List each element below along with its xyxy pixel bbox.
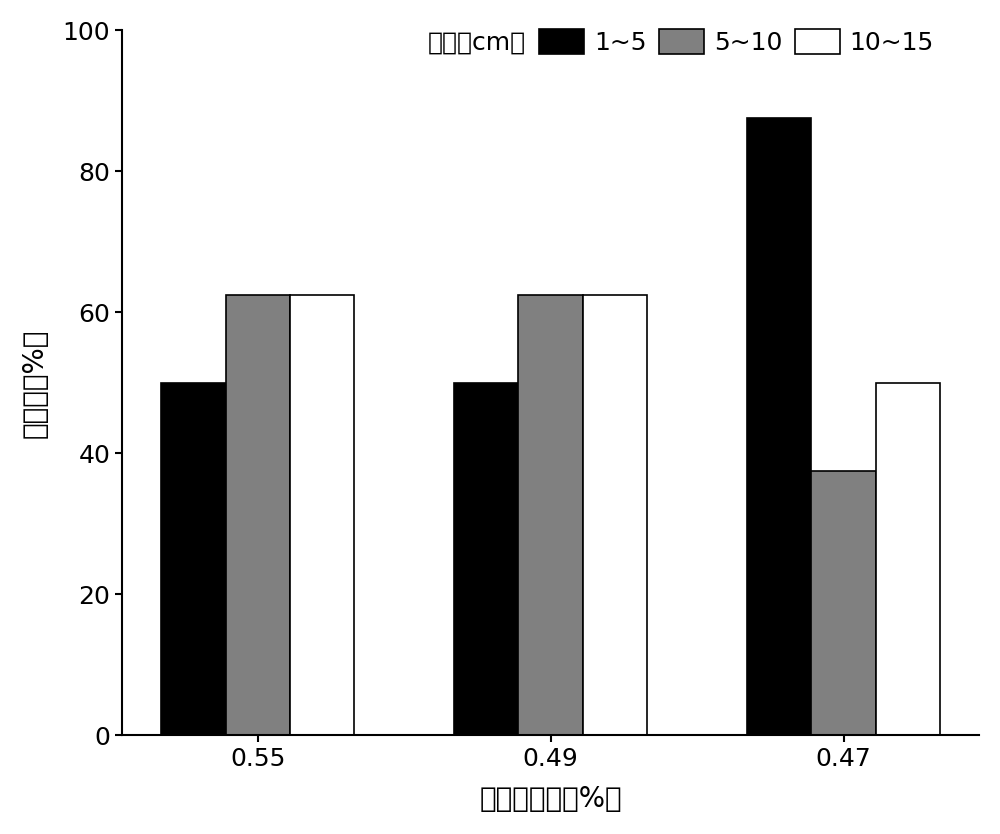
Bar	[747, 118, 811, 736]
Bar	[161, 383, 226, 736]
Bar	[583, 294, 647, 736]
X-axis label: 土壤含盐量（%）: 土壤含盐量（%）	[479, 785, 622, 813]
Bar	[811, 471, 876, 736]
Bar	[226, 294, 290, 736]
Bar	[290, 294, 354, 736]
Bar	[454, 383, 518, 736]
Y-axis label: 萩发率（%）: 萩发率（%）	[21, 329, 49, 438]
Bar	[876, 383, 940, 736]
Legend: 水深（cm）, 1~5, 5~10, 10~15: 水深（cm）, 1~5, 5~10, 10~15	[373, 28, 934, 55]
Bar	[518, 294, 583, 736]
